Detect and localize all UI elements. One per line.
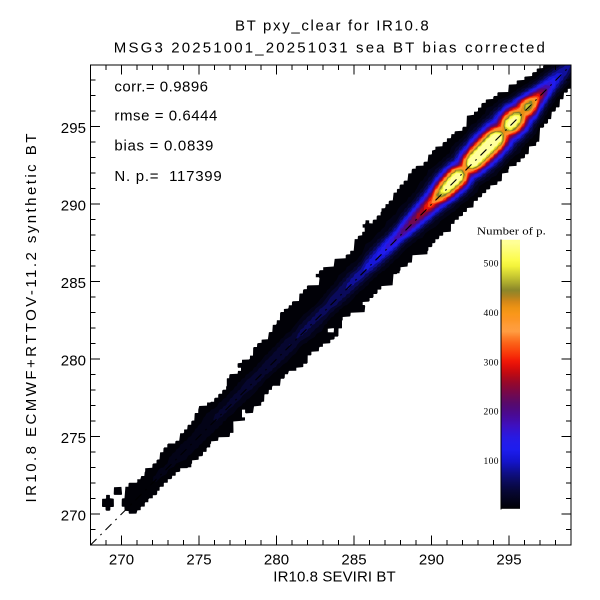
svg-text:BT pxy_clear for IR10.8: BT pxy_clear for IR10.8 (235, 18, 429, 35)
svg-text:200: 200 (484, 408, 499, 418)
svg-text:285: 285 (61, 275, 86, 292)
svg-text:400: 400 (484, 309, 499, 319)
svg-text:270: 270 (61, 508, 86, 525)
svg-text:270: 270 (109, 552, 134, 569)
svg-text:bias = 0.0839: bias = 0.0839 (114, 138, 213, 155)
svg-text:295: 295 (496, 552, 521, 569)
svg-text:IR10.8 ECMWF+RTTOV-11.2 synthe: IR10.8 ECMWF+RTTOV-11.2 synthetic BT (23, 134, 40, 503)
svg-text:280: 280 (264, 552, 289, 569)
svg-text:N. p.= 117399: N. p.= 117399 (114, 168, 221, 185)
svg-text:MSG3 20251001_20251031 sea BT: MSG3 20251001_20251031 sea BT bias corre… (114, 40, 545, 57)
svg-text:285: 285 (341, 552, 366, 569)
svg-text:corr.= 0.9896: corr.= 0.9896 (114, 79, 208, 96)
svg-text:Number of p.: Number of p. (477, 227, 546, 238)
svg-text:280: 280 (61, 353, 86, 370)
svg-text:275: 275 (61, 430, 86, 447)
svg-text:500: 500 (484, 260, 499, 270)
svg-text:295: 295 (61, 120, 86, 137)
svg-text:rmse = 0.6444: rmse = 0.6444 (114, 108, 217, 125)
svg-text:IR10.8 SEVIRI BT: IR10.8 SEVIRI BT (273, 569, 395, 586)
svg-text:290: 290 (419, 552, 444, 569)
svg-text:100: 100 (484, 457, 499, 467)
svg-text:300: 300 (484, 358, 499, 368)
svg-text:275: 275 (186, 552, 211, 569)
svg-text:290: 290 (61, 198, 86, 215)
